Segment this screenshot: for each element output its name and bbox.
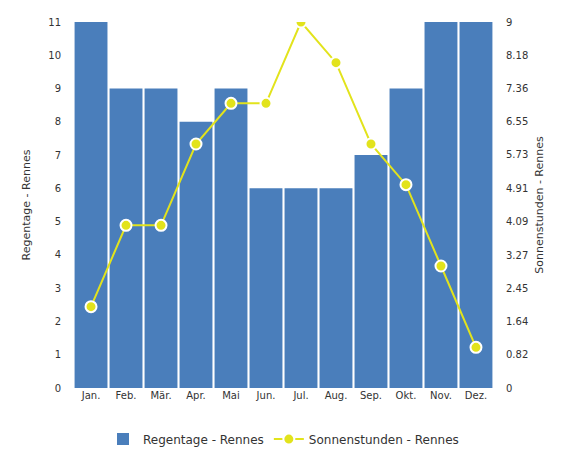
svg-text:4.09: 4.09	[506, 216, 528, 227]
svg-text:Sonnenstunden - Rennes: Sonnenstunden - Rennes	[533, 136, 546, 274]
svg-text:Regentage - Rennes: Regentage - Rennes	[20, 149, 33, 260]
svg-text:Sonnenstunden - Rennes: Sonnenstunden - Rennes	[309, 433, 459, 447]
svg-text:Nov.: Nov.	[430, 390, 452, 401]
svg-text:5.73: 5.73	[506, 149, 528, 160]
svg-text:11: 11	[48, 17, 61, 28]
svg-text:2: 2	[55, 316, 61, 327]
svg-text:Okt.: Okt.	[396, 390, 417, 401]
svg-text:Jul.: Jul.	[292, 390, 308, 401]
svg-text:6: 6	[55, 183, 61, 194]
svg-text:0.82: 0.82	[506, 349, 528, 360]
svg-text:2.45: 2.45	[506, 283, 528, 294]
svg-text:8: 8	[55, 116, 61, 127]
svg-text:5: 5	[55, 216, 61, 227]
svg-text:6.55: 6.55	[506, 116, 528, 127]
svg-text:Regentage - Rennes: Regentage - Rennes	[143, 433, 264, 447]
svg-text:0: 0	[506, 383, 512, 394]
svg-text:Sep.: Sep.	[360, 390, 382, 401]
svg-text:Mär.: Mär.	[150, 390, 171, 401]
svg-text:4.91: 4.91	[506, 183, 528, 194]
svg-text:9: 9	[55, 83, 61, 94]
svg-text:0: 0	[55, 383, 61, 394]
svg-text:Aug.: Aug.	[325, 390, 348, 401]
svg-text:1.64: 1.64	[506, 316, 528, 327]
svg-text:7: 7	[55, 150, 61, 161]
svg-text:Mai: Mai	[222, 390, 240, 401]
svg-text:3.27: 3.27	[506, 250, 528, 261]
svg-text:Feb.: Feb.	[116, 390, 137, 401]
svg-text:Apr.: Apr.	[186, 390, 206, 401]
svg-text:7.36: 7.36	[506, 83, 528, 94]
svg-text:Jun.: Jun.	[256, 390, 276, 401]
svg-text:1: 1	[55, 349, 61, 360]
svg-text:Dez.: Dez.	[465, 390, 487, 401]
svg-text:10: 10	[48, 50, 61, 61]
svg-text:9: 9	[506, 17, 512, 28]
svg-text:8.18: 8.18	[506, 50, 528, 61]
svg-text:Jan.: Jan.	[81, 390, 101, 401]
svg-text:3: 3	[55, 283, 61, 294]
svg-text:4: 4	[55, 249, 61, 260]
